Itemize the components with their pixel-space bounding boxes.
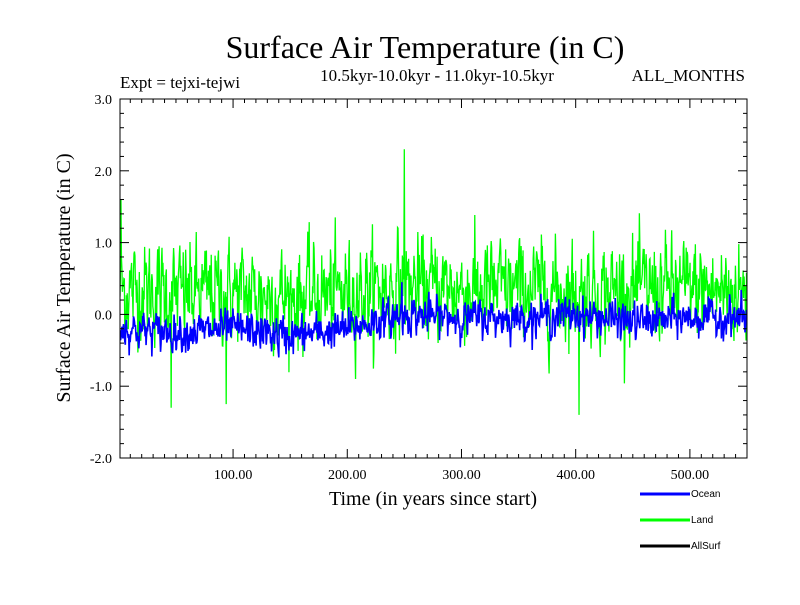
plot-frame xyxy=(119,98,748,459)
x-tick-label: 200.00 xyxy=(328,468,367,483)
y-axis-label: Surface Air Temperature (in C) xyxy=(53,153,75,402)
x-tick-label: 500.00 xyxy=(671,468,710,483)
x-axis-label: Time (in years since start) xyxy=(329,488,537,510)
plot-area xyxy=(120,149,747,415)
y-tick-label: -1.0 xyxy=(90,380,112,395)
legend-label-allsurf: AllSurf xyxy=(691,541,721,552)
y-tick-label: 0.0 xyxy=(95,308,113,323)
x-tick-label: 300.00 xyxy=(442,468,481,483)
series-line-ocean xyxy=(120,282,747,358)
chart-subtitle-center: 10.5kyr-10.0kyr - 11.0kyr-10.5kyr xyxy=(320,66,554,85)
y-axis: -2.0 -1.0 0.0 1.0 2.0 3.0 xyxy=(90,93,747,467)
y-tick-label: 2.0 xyxy=(95,165,113,180)
y-tick-label: 1.0 xyxy=(95,237,113,252)
x-axis: 100.00 200.00 300.00 400.00 500.00 xyxy=(129,99,737,483)
series-line-land xyxy=(120,149,747,415)
legend: Ocean Land AllSurf xyxy=(640,489,721,552)
y-tick-label: -2.0 xyxy=(90,452,112,467)
x-tick-label: 100.00 xyxy=(214,468,253,483)
legend-label-ocean: Ocean xyxy=(691,489,720,500)
chart-subtitle-left: Expt = tejxi-tejwi xyxy=(120,73,240,92)
legend-label-land: Land xyxy=(691,515,713,526)
chart-subtitle-right: ALL_MONTHS xyxy=(632,66,745,85)
chart-title: Surface Air Temperature (in C) xyxy=(226,29,625,65)
x-tick-label: 400.00 xyxy=(556,468,595,483)
y-tick-label: 3.0 xyxy=(95,93,113,108)
